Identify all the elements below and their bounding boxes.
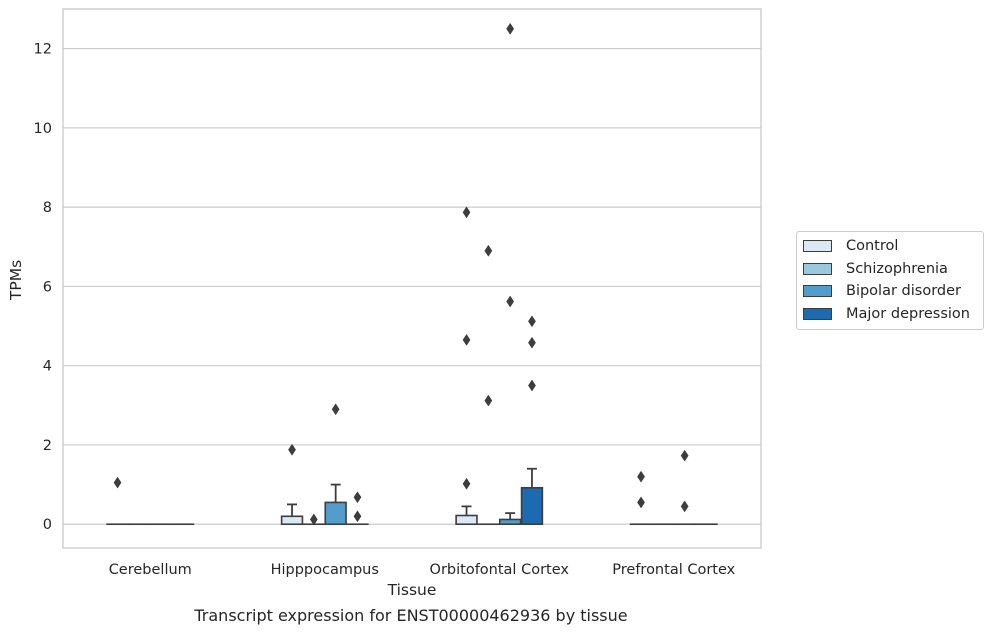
x-axis-ticks: Cerebellum Hipppocampus Orbitofontal Corte… — [109, 562, 736, 578]
x-tick-label: Cerebellum — [109, 562, 192, 578]
y-axis-title: TPMs — [7, 260, 25, 301]
outlier-point — [462, 477, 471, 490]
y-tick-label: 2 — [43, 438, 52, 454]
bar — [455, 514, 478, 526]
plot-area-frame — [62, 8, 762, 549]
outlier-point — [353, 510, 362, 523]
legend-item: Major depression — [797, 303, 983, 326]
outlier-point — [309, 513, 318, 526]
outlier-point — [637, 496, 645, 509]
x-axis-title: Tissue — [387, 581, 437, 599]
y-tick-label: 6 — [43, 279, 52, 295]
outlier-point — [528, 379, 536, 392]
legend-item: Bipolar disorder — [797, 280, 983, 303]
outlier-point — [528, 315, 536, 328]
gridlines — [63, 48, 761, 525]
y-tick-label: 12 — [34, 42, 52, 58]
y-tick-label: 8 — [43, 200, 52, 216]
outlier-point — [331, 403, 340, 416]
outlier-point — [288, 443, 296, 456]
outlier-point — [528, 336, 536, 349]
legend-label: Schizophrenia — [846, 260, 948, 277]
outlier-point — [680, 500, 689, 513]
outlier-point — [484, 244, 493, 257]
outlier-point — [680, 449, 689, 462]
outlier-point — [484, 394, 493, 407]
outlier-point — [462, 206, 471, 219]
legend: Control Schizophrenia Bipolar disorder Majo… — [796, 231, 984, 330]
legend-swatch — [803, 307, 832, 320]
chart-caption: Transcript expression for ENST0000046293… — [194, 606, 628, 625]
y-tick-label: 4 — [43, 359, 52, 375]
legend-swatch — [803, 240, 832, 253]
outlier-point — [637, 470, 645, 483]
legend-label: Bipolar disorder — [846, 283, 961, 300]
legend-item: Control — [797, 235, 983, 258]
outlier-point — [506, 295, 515, 308]
legend-swatch — [803, 262, 832, 275]
legend-label: Major depression — [846, 305, 970, 322]
legend-item: Schizophrenia — [797, 258, 983, 281]
outlier-point — [506, 22, 515, 35]
x-tick-label: Orbitofontal Cortex — [430, 562, 570, 578]
y-tick-label: 10 — [34, 121, 52, 137]
outlier-point — [353, 491, 362, 504]
outlier-point — [113, 476, 122, 489]
y-tick-label: 0 — [43, 517, 52, 533]
legend-label: Control — [846, 238, 899, 255]
x-tick-label: Hipppocampus — [271, 562, 379, 578]
y-axis-ticks: 0 2 4 6 8 10 12 — [34, 42, 52, 534]
x-tick-label: Prefrontal Cortex — [612, 562, 735, 578]
outlier-point — [462, 333, 471, 346]
bar — [498, 518, 522, 526]
bar — [280, 515, 304, 526]
bar — [520, 486, 544, 526]
legend-swatch — [803, 285, 832, 298]
bar — [324, 501, 347, 526]
chart-marks — [106, 22, 718, 526]
